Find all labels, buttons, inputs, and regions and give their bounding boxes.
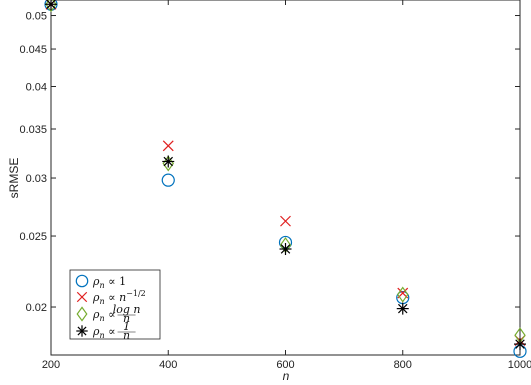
data-point-asterisk: [514, 338, 526, 351]
legend-fraction-den: n: [123, 312, 130, 325]
legend-marker-diamond: [76, 306, 88, 322]
x-axis-label: n: [283, 369, 290, 383]
y-tick-label: 0.03: [26, 173, 47, 185]
data-point-x: [280, 215, 291, 227]
legend-fraction-den: n: [123, 329, 130, 342]
data-point-circle: [161, 173, 175, 187]
legend-marker-circle: [75, 274, 89, 288]
y-tick-label: 0.05: [26, 11, 47, 23]
data-point-diamond: [45, 0, 57, 13]
y-axis-label: sRMSE: [7, 158, 21, 199]
y-tick-label: 0.035: [19, 124, 47, 136]
x-tick-label: 400: [159, 359, 177, 371]
data-point-x: [162, 140, 174, 152]
data-point-asterisk: [396, 302, 409, 315]
y-tick-label: 0.045: [19, 44, 47, 56]
x-tick-label: 200: [42, 359, 60, 371]
data-point-asterisk: [45, 0, 57, 11]
legend-fraction-num: 1: [123, 320, 130, 333]
x-tick-label: 600: [276, 359, 294, 371]
x-tick-label: 1000: [508, 359, 531, 371]
axis-ticks: 200 400 600 800 1000 0.02 0.025 0.03 0.035 0.04 0.…: [19, 0, 531, 371]
y-tick-label: 0.04: [26, 82, 47, 94]
legend-label: ρn ∝: [92, 308, 116, 323]
legend-label: ρn ∝ n−1/2: [92, 289, 146, 306]
y-tick-label: 0.02: [26, 302, 47, 314]
data-markers: [44, 0, 527, 358]
data-point-asterisk: [162, 155, 175, 168]
legend-label: ρn ∝: [92, 325, 116, 340]
data-point-diamond: [397, 286, 409, 303]
legend-marker-x: [76, 291, 88, 303]
legend-label: ρn ∝ 1: [92, 275, 126, 290]
legend-fraction-num: log n: [113, 303, 141, 316]
legend-marker-asterisk: [76, 325, 88, 337]
y-tick-label: 0.025: [19, 231, 47, 243]
x-tick-label: 800: [394, 359, 412, 371]
data-point-asterisk: [279, 243, 292, 256]
